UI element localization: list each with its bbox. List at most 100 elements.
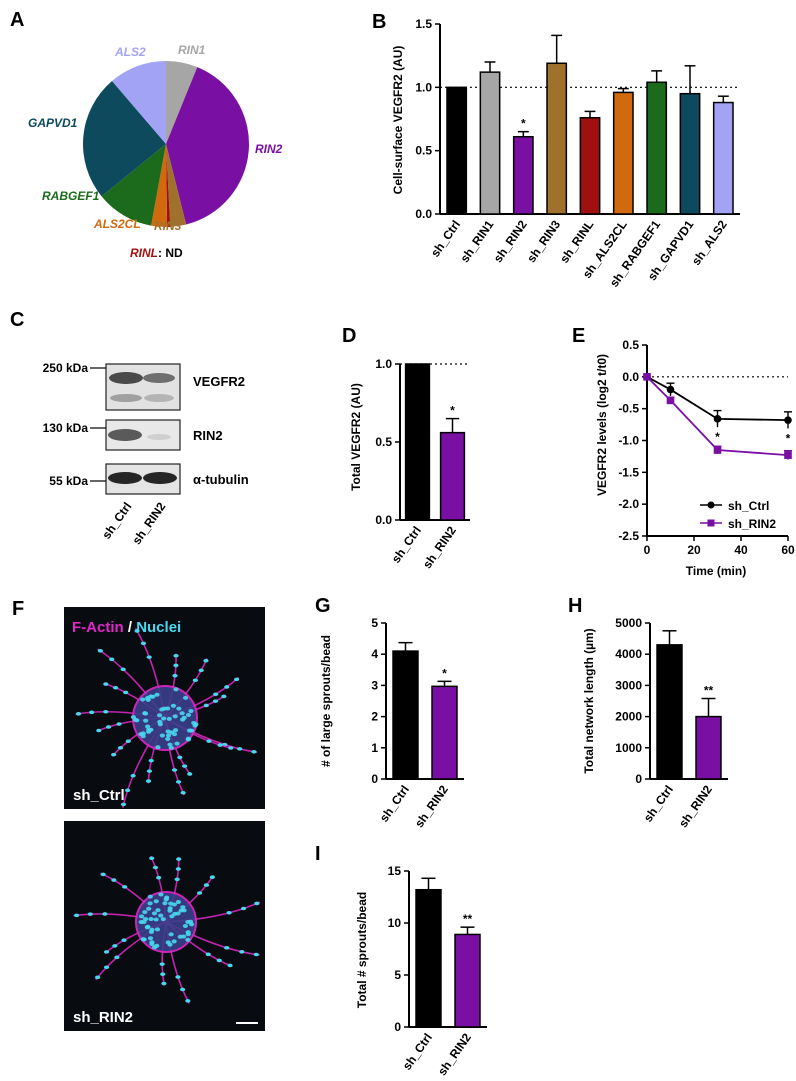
chart-e-legend: sh_Ctrl sh_RIN2 — [700, 499, 776, 531]
spheroid-ctrl-sprout-nucleus-5-2 — [125, 788, 131, 793]
spheroid-rin2-sprout-nucleus-2-2 — [179, 987, 186, 992]
spheroid-ctrl-sprout-nucleus-8-2 — [89, 710, 95, 715]
chart-g-ytick-label-0: 0 — [371, 772, 378, 786]
chart-g-ylabel: # of large sprouts/bead — [319, 635, 333, 767]
spheroid-ctrl-bead-nucleus-18 — [179, 711, 185, 716]
chart-i-ytick-label-2: 10 — [388, 916, 402, 930]
spheroid-ctrl-bead-nucleus-35 — [180, 717, 186, 722]
protein-vegfr2: VEGFR2 — [193, 374, 245, 389]
spheroid-ctrl-bead-nucleus-12 — [154, 692, 160, 697]
spheroid-ctrl-sprout-nucleus-4-1 — [148, 758, 154, 763]
spheroid-rin2-sprout-nucleus-7-2 — [111, 878, 117, 882]
spheroid-rin2-sprout-nucleus-1-1 — [205, 952, 211, 957]
spheroid-rin2-bead-nucleus-40 — [164, 895, 170, 900]
spheroid-rin2 — [73, 855, 261, 1004]
spheroid-rin2-sprout-nucleus-1-3 — [227, 963, 233, 968]
chart-e-point-sh_RIN2-2 — [713, 446, 722, 454]
chart-b-bar-5 — [612, 91, 634, 215]
panel-label-d: D — [342, 325, 356, 347]
chart-i-ylabel: Total # sprouts/bead — [355, 892, 369, 1008]
spheroid-rin2-bead-nucleus-24 — [180, 905, 186, 910]
chart-e: 0.5 0.0 -0.5 -1.0 -1.5 -2.0 -2.5 0 20 40 60 * * — [618, 338, 795, 557]
chart-e-ytick-label-2: -0.5 — [618, 402, 639, 416]
chart-i-xtick-label-0: sh_Ctrl — [400, 1031, 435, 1073]
chart-b-ytick-label-2: 1.0 — [415, 80, 432, 94]
spheroid-ctrl-sprout-nucleus-4-2 — [146, 769, 153, 773]
spheroid-ctrl-bead-nucleus-36 — [169, 730, 175, 735]
pie-labels-a: RIN1 RIN2 RIN3 ALS2CL RABGEF1 GAPVD1 ALS… — [28, 43, 283, 260]
spheroid-rin2-bead-nucleus-21 — [155, 908, 161, 913]
chart-e-ytick-label-3: -1.0 — [618, 434, 639, 448]
spheroid-rin2-sprout-nucleus-2-1 — [175, 975, 181, 979]
chart-b-ytick-label-1: 0.5 — [415, 144, 432, 158]
micro-label-rin2: sh_RIN2 — [73, 1009, 133, 1026]
spheroid-ctrl-bead-nucleus-33 — [161, 716, 167, 721]
chart-b-ytick-label-0: 0.0 — [415, 207, 432, 221]
spheroid-ctrl-bead-nucleus-14 — [159, 733, 165, 738]
spheroid-rin2-sprout-nucleus-7-1 — [122, 885, 128, 889]
protein-rin2: RIN2 — [193, 428, 223, 443]
chart-g-significance-0: * — [442, 666, 447, 680]
spheroid-rin2-bead-nucleus-37 — [138, 920, 144, 925]
chart-d-ytick-label-2: 1.0 — [375, 357, 392, 371]
chart-i-significance-0: ** — [463, 912, 473, 926]
chart-i-bar-0 — [415, 888, 442, 1028]
chart-b-bar-3 — [546, 62, 568, 215]
spheroid-ctrl-bead-nucleus-44 — [155, 745, 161, 750]
spheroid-rin2-bead-nucleus-42 — [148, 929, 155, 934]
lane-rin2: sh_RIN2 — [129, 499, 168, 547]
spheroid-rin2-sprout-nucleus-8-2 — [152, 865, 159, 870]
spheroid-rin2-sprout-nucleus-10-3 — [209, 875, 215, 879]
chart-d-bar-0 — [404, 363, 431, 521]
spheroid-rin2-bead-nucleus-39 — [178, 908, 184, 913]
spheroid-rin2-bead-nucleus-47 — [162, 901, 168, 906]
spheroid-rin2-bead-nucleus-43 — [185, 920, 191, 925]
pie-slice-rin1 — [166, 61, 198, 144]
marker-250: 250 kDa — [43, 361, 89, 375]
spheroid-ctrl-sprout-nucleus-4-3 — [145, 779, 152, 783]
spheroid-rin2-sprout-nucleus-1-2 — [216, 958, 222, 963]
chart-e-xtick-label-1: 20 — [687, 543, 701, 557]
spheroid-rin2-sprout-nucleus-4-3 — [95, 975, 101, 980]
pie-slice-als2cl — [151, 144, 168, 227]
band-rin2-ctrl — [108, 429, 142, 441]
chart-b: 0.00.51.01.5sh_Ctrlsh_RIN1sh_RIN2sh_RIN3… — [415, 17, 740, 290]
spheroid-rin2-sprout-nucleus-3-1 — [159, 962, 165, 966]
chart-e-significance-0: * — [715, 430, 720, 444]
chart-e-xtick-label-2: 40 — [734, 543, 748, 557]
protein-tubulin: α-tubulin — [193, 472, 249, 487]
chart-g-xtick-label-1: sh_RIN2 — [412, 782, 451, 830]
spheroid-ctrl-sprout-nucleus-13-1 — [192, 678, 198, 683]
spheroid-ctrl-bead-nucleus-49 — [172, 728, 179, 733]
chart-e-xtick-label-0: 0 — [644, 543, 651, 557]
spheroid-rin2-bead-nucleus-54 — [165, 940, 171, 945]
spheroid-rin2-sprout-nucleus-11-2 — [240, 906, 247, 911]
chart-i-ytick-label-0: 0 — [394, 1020, 401, 1034]
spheroid-ctrl-sprout-nucleus-12-3 — [173, 653, 179, 658]
spheroid-rin2-sprout-nucleus-10-2 — [203, 883, 210, 887]
chart-g: 0 1 2 3 4 5 sh_Ctrl sh_RIN2 * — [371, 616, 464, 830]
spheroid-rin2-sprout-nucleus-10-1 — [196, 891, 203, 895]
spheroid-rin2-bead-nucleus-19 — [181, 934, 187, 939]
spheroid-ctrl-bead-nucleus-40 — [157, 722, 163, 727]
spheroid-ctrl-sprout-nucleus-11-1 — [146, 655, 152, 659]
spheroid-rin2-bead-nucleus-33 — [171, 939, 177, 944]
spheroid-ctrl-sprout-nucleus-10-1 — [120, 667, 126, 672]
chart-b-bar-6 — [646, 81, 668, 215]
spheroid-rin2-bead-nucleus-45 — [145, 924, 151, 929]
spheroid-ctrl-bead-nucleus-51 — [148, 727, 154, 732]
chart-b-xtick-label-0: sh_Ctrl — [428, 218, 463, 260]
chart-d-ylabel: Total VEGFR2 (AU) — [349, 383, 363, 491]
legend-label-ctrl: sh_Ctrl — [728, 499, 769, 513]
spheroid-ctrl-bead-nucleus-9 — [167, 742, 173, 747]
spheroid-rin2-sprout-nucleus-8-3 — [149, 856, 155, 861]
spheroid-ctrl-bead-nucleus-52 — [132, 717, 139, 722]
pie-label-rin1: RIN1 — [178, 43, 206, 57]
chart-d-ytick-label-1: 0.5 — [375, 435, 392, 449]
spheroid-ctrl-sprout-nucleus-9-3 — [103, 682, 109, 686]
spheroid-ctrl-bead-nucleus-53 — [143, 718, 149, 723]
spheroid-rin2-sprout-nucleus-5-2 — [112, 944, 118, 948]
panel-label-i: I — [315, 843, 321, 865]
blot-vegfr2 — [105, 363, 181, 411]
spheroid-rin2-bead-nucleus-23 — [175, 900, 181, 905]
